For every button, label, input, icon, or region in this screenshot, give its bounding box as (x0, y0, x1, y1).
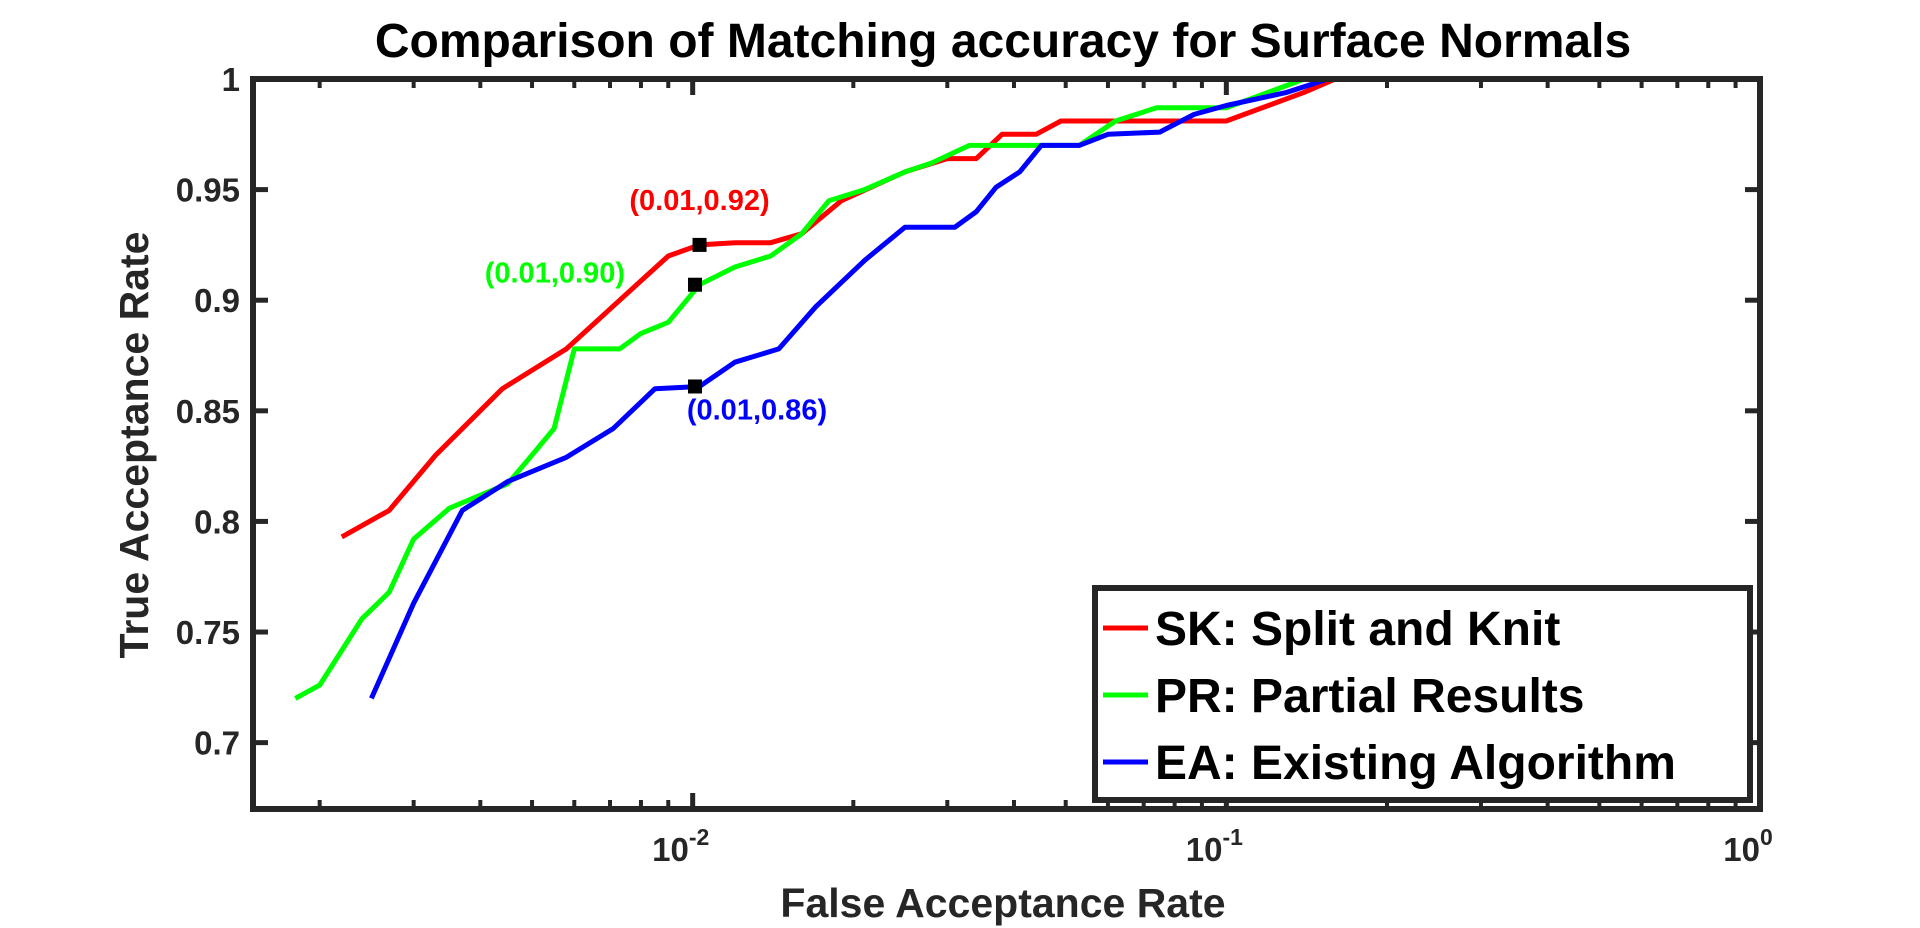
legend-label-1: PR: Partial Results (1155, 670, 1584, 723)
series-line-1 (294, 79, 1760, 701)
annotation-label-0: (0.01,0.92) (629, 185, 769, 217)
x-tick-label-2: 100 (1723, 824, 1773, 868)
legend-label-2: EA: Existing Algorithm (1155, 737, 1676, 790)
y-tick-label-5: 0.95 (176, 172, 240, 209)
series-line-2 (369, 79, 1760, 700)
x-tick-label-1: 10-1 (1186, 824, 1243, 868)
legend-box (1092, 585, 1753, 803)
y-axis-label: True Acceptance Rate (111, 232, 157, 659)
y-tick-label-4: 0.9 (194, 282, 240, 319)
y-tick-label-3: 0.85 (176, 393, 240, 430)
annotation-label-1: (0.01,0.90) (485, 258, 625, 290)
y-tick-label-1: 0.75 (176, 614, 240, 651)
y-tick-label-0: 0.7 (194, 725, 240, 762)
chart-title: Comparison of Matching accuracy for Surf… (375, 15, 1631, 68)
y-tick-label-2: 0.8 (194, 503, 240, 540)
marker-1 (687, 277, 702, 292)
marker-2 (687, 379, 702, 394)
plot-area: (0.01,0.92) (0.01,0.90) (0.01,0.86) 0.7 0.75… (176, 61, 1773, 868)
y-tick-label-6: 1 (222, 61, 240, 98)
marker-0 (692, 237, 707, 252)
axes-box (250, 76, 1763, 812)
legend-label-0: SK: Split and Knit (1155, 603, 1560, 656)
x-tick-label-0: 10-2 (652, 824, 709, 868)
annotation-label-2: (0.01,0.86) (687, 394, 827, 426)
x-axis-label: False Acceptance Rate (780, 880, 1225, 926)
